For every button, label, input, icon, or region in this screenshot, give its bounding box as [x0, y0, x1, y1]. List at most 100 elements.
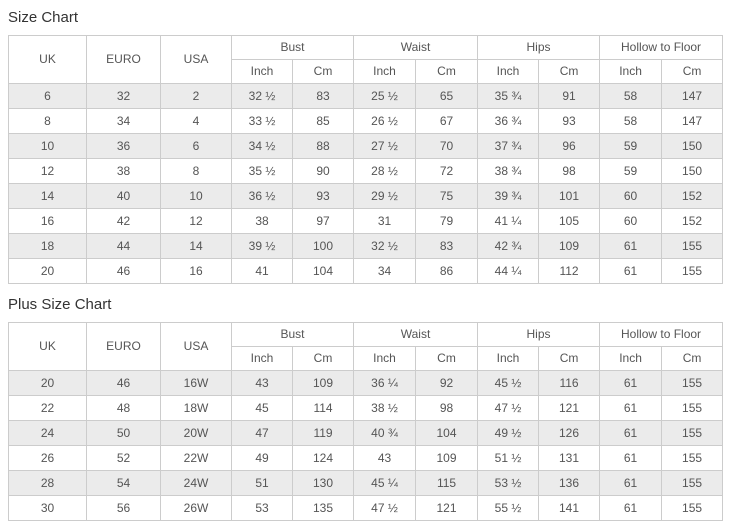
- table-cell: 20: [8, 258, 87, 284]
- plus-size-chart-section: Plus Size Chart UK EURO USA Bust Waist Hips Ho…: [8, 295, 724, 521]
- table-cell: 43: [353, 445, 417, 471]
- table-cell: 26W: [160, 495, 232, 521]
- table-cell: 26 ½: [353, 108, 417, 134]
- size-chart-table: UK EURO USA Bust Waist Hips Hollow to Floor Inc…: [8, 35, 724, 284]
- table-cell: 60: [599, 208, 663, 234]
- table-cell: 42: [86, 208, 161, 234]
- table-cell: 155: [661, 420, 724, 446]
- table-cell: 36 ¾: [477, 108, 540, 134]
- column-subheader-cm: Cm: [415, 346, 479, 371]
- table-row: 20 46 16W 43 109 36 ¼ 92 45 ½ 116 61 155: [8, 370, 724, 396]
- table-cell: 152: [661, 183, 724, 209]
- column-header-uk: UK: [8, 35, 87, 84]
- table-cell: 65: [415, 83, 479, 109]
- table-cell: 116: [538, 370, 601, 396]
- table-cell: 93: [291, 183, 355, 209]
- table-cell: 30: [8, 495, 87, 521]
- column-subheader-cm: Cm: [538, 346, 601, 371]
- table-row: 10 36 6 34 ½ 88 27 ½ 70 37 ¾ 96 59 150: [8, 133, 724, 159]
- table-cell: 93: [538, 108, 601, 134]
- table-cell: 104: [415, 420, 479, 446]
- table-cell: 26: [8, 445, 87, 471]
- table-row: 20 46 16 41 104 34 86 44 ¼ 112 61 155: [8, 258, 724, 284]
- table-cell: 115: [415, 470, 479, 496]
- column-header-hips: Hips: [477, 322, 601, 347]
- table-cell: 47 ½: [353, 495, 417, 521]
- table-cell: 70: [415, 133, 479, 159]
- table-cell: 109: [291, 370, 355, 396]
- table-cell: 58: [599, 83, 663, 109]
- table-cell: 121: [538, 395, 601, 421]
- table-cell: 155: [661, 233, 724, 259]
- column-subheader-inch: Inch: [231, 346, 293, 371]
- table-cell: 24W: [160, 470, 232, 496]
- table-cell: 121: [415, 495, 479, 521]
- table-cell: 61: [599, 420, 663, 446]
- table-cell: 92: [415, 370, 479, 396]
- table-cell: 44: [86, 233, 161, 259]
- table-cell: 50: [86, 420, 161, 446]
- table-cell: 34: [86, 108, 161, 134]
- table-row: 18 44 14 39 ½ 100 32 ½ 83 42 ¾ 109 61 155: [8, 233, 724, 259]
- table-cell: 98: [538, 158, 601, 184]
- table-cell: 61: [599, 370, 663, 396]
- table-cell: 35 ¾: [477, 83, 540, 109]
- column-header-bust: Bust: [230, 35, 355, 60]
- column-header-usa: USA: [160, 35, 232, 84]
- column-subheader-cm: Cm: [291, 346, 355, 371]
- column-subheader-cm: Cm: [661, 346, 724, 371]
- size-chart-title: Size Chart: [8, 9, 79, 26]
- table-cell: 51: [231, 470, 293, 496]
- table-cell: 34: [353, 258, 417, 284]
- size-chart-table-body: 6 32 2 32 ½ 83 25 ½ 65 35 ¾ 91 58 147 8 34 4 33 ½ 85 26 …: [8, 83, 724, 284]
- table-cell: 24: [8, 420, 87, 446]
- table-cell: 155: [661, 495, 724, 521]
- column-header-euro: EURO: [86, 35, 161, 84]
- table-cell: 6: [160, 133, 232, 159]
- table-cell: 155: [661, 258, 724, 284]
- table-cell: 141: [538, 495, 601, 521]
- table-cell: 119: [291, 420, 355, 446]
- table-cell: 136: [538, 470, 601, 496]
- table-cell: 36: [86, 133, 161, 159]
- table-cell: 124: [291, 445, 355, 471]
- table-cell: 34 ½: [231, 133, 293, 159]
- plus-size-chart-table-body: 20 46 16W 43 109 36 ¼ 92 45 ½ 116 61 155 22 48 18W 45 1…: [8, 370, 724, 521]
- table-cell: 46: [86, 370, 161, 396]
- table-cell: 155: [661, 395, 724, 421]
- table-cell: 33 ½: [231, 108, 293, 134]
- table-cell: 20W: [160, 420, 232, 446]
- column-subheader-inch: Inch: [477, 59, 540, 84]
- table-cell: 40: [86, 183, 161, 209]
- table-cell: 114: [291, 395, 355, 421]
- table-row: 22 48 18W 45 114 38 ½ 98 47 ½ 121 61 155: [8, 395, 724, 421]
- column-header-waist: Waist: [353, 35, 479, 60]
- column-header-hollow-to-floor: Hollow to Floor: [599, 35, 724, 60]
- table-cell: 155: [661, 370, 724, 396]
- table-cell: 16W: [160, 370, 232, 396]
- table-cell: 61: [599, 258, 663, 284]
- table-cell: 29 ½: [353, 183, 417, 209]
- table-cell: 61: [599, 495, 663, 521]
- table-cell: 52: [86, 445, 161, 471]
- table-cell: 112: [538, 258, 601, 284]
- table-cell: 18W: [160, 395, 232, 421]
- column-header-usa: USA: [160, 322, 232, 371]
- table-cell: 36 ¼: [353, 370, 417, 396]
- table-cell: 38 ¾: [477, 158, 540, 184]
- table-cell: 49: [231, 445, 293, 471]
- table-cell: 150: [661, 133, 724, 159]
- table-cell: 88: [291, 133, 355, 159]
- table-cell: 47: [231, 420, 293, 446]
- table-cell: 152: [661, 208, 724, 234]
- table-cell: 14: [8, 183, 87, 209]
- table-cell: 54: [86, 470, 161, 496]
- table-cell: 75: [415, 183, 479, 209]
- column-subheader-inch: Inch: [231, 59, 293, 84]
- table-cell: 53 ½: [477, 470, 540, 496]
- table-row: 14 40 10 36 ½ 93 29 ½ 75 39 ¾ 101 60 152: [8, 183, 724, 209]
- table-cell: 20: [8, 370, 87, 396]
- size-chart-section: Size Chart UK EURO USA Bust Waist Hips Hollow …: [8, 8, 724, 284]
- table-cell: 41: [231, 258, 293, 284]
